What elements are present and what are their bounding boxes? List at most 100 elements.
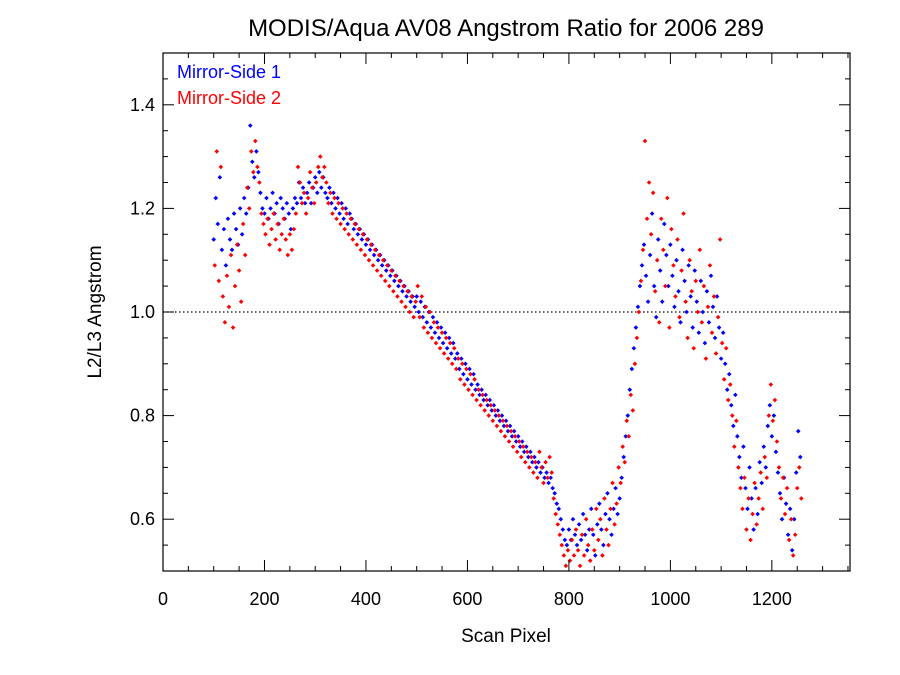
data-point xyxy=(552,491,558,496)
data-point xyxy=(447,340,453,346)
data-point xyxy=(663,283,668,289)
data-point xyxy=(665,195,670,201)
data-point xyxy=(519,439,525,444)
data-point xyxy=(211,237,217,242)
data-point xyxy=(397,278,402,284)
data-point xyxy=(565,547,571,553)
data-point xyxy=(670,273,675,279)
data-point xyxy=(409,294,414,299)
data-point xyxy=(553,511,559,517)
legend-entry-1: Mirror-Side 1 xyxy=(177,62,281,82)
x-tick-label: 400 xyxy=(351,589,381,609)
y-tick-label: 0.6 xyxy=(130,509,155,529)
data-point xyxy=(293,211,299,216)
data-point xyxy=(754,522,759,527)
data-point xyxy=(405,288,410,294)
data-point xyxy=(587,558,593,563)
data-point xyxy=(325,195,330,201)
data-point xyxy=(691,345,697,351)
data-point xyxy=(248,149,254,154)
data-point xyxy=(374,268,380,273)
data-point xyxy=(683,299,688,304)
data-point xyxy=(676,288,681,294)
data-point xyxy=(311,200,317,206)
data-point xyxy=(445,356,451,361)
data-point xyxy=(469,382,474,387)
data-point xyxy=(509,434,515,439)
data-point xyxy=(738,485,743,491)
data-point xyxy=(315,164,321,170)
data-point xyxy=(415,283,421,289)
data-point xyxy=(499,413,505,418)
data-point xyxy=(255,164,260,170)
data-point xyxy=(637,283,643,289)
data-point xyxy=(382,278,388,284)
data-point xyxy=(482,408,487,413)
data-point xyxy=(324,180,329,185)
data-point xyxy=(726,371,732,377)
data-point xyxy=(341,216,346,222)
data-point xyxy=(705,304,711,310)
data-point xyxy=(490,418,496,424)
data-point xyxy=(347,211,353,216)
data-point xyxy=(501,423,507,429)
data-point xyxy=(317,154,323,159)
data-point xyxy=(692,268,698,273)
data-point xyxy=(481,397,486,403)
y-tick-label: 1.2 xyxy=(130,198,155,218)
data-point xyxy=(701,283,707,289)
data-point xyxy=(360,232,366,237)
data-point xyxy=(351,226,357,232)
data-point xyxy=(427,309,433,315)
data-point xyxy=(743,485,748,491)
data-point xyxy=(220,294,226,299)
data-point xyxy=(489,408,495,413)
data-point xyxy=(226,304,232,310)
data-point xyxy=(279,232,285,237)
data-point xyxy=(487,397,493,403)
data-point xyxy=(396,283,401,289)
data-point xyxy=(500,418,506,424)
data-point xyxy=(527,465,532,470)
data-point xyxy=(262,211,267,216)
data-point xyxy=(485,402,491,408)
data-point xyxy=(710,304,716,310)
data-point xyxy=(780,475,786,481)
data-point xyxy=(334,216,339,222)
data-point xyxy=(778,496,784,501)
data-point xyxy=(525,449,530,455)
data-point xyxy=(437,345,443,351)
data-point xyxy=(651,283,657,289)
data-point xyxy=(638,278,644,284)
data-point xyxy=(289,247,295,253)
data-point xyxy=(689,288,694,294)
data-point xyxy=(380,257,386,263)
data-point xyxy=(243,211,249,216)
data-point xyxy=(690,325,696,330)
data-point xyxy=(506,439,512,444)
data-point xyxy=(570,516,576,522)
data-point xyxy=(225,216,231,222)
data-point xyxy=(711,294,717,299)
data-point xyxy=(425,330,431,336)
data-point xyxy=(514,449,520,455)
data-point xyxy=(791,516,797,522)
data-point xyxy=(502,434,508,439)
data-point xyxy=(761,444,767,449)
data-point xyxy=(455,356,461,361)
data-point xyxy=(603,511,608,517)
data-point xyxy=(438,325,444,330)
data-point xyxy=(595,522,600,527)
data-point xyxy=(221,226,227,232)
data-point xyxy=(576,522,582,527)
data-point xyxy=(599,527,604,532)
data-point xyxy=(654,257,660,263)
data-point xyxy=(517,444,523,449)
data-point xyxy=(619,475,624,481)
data-point xyxy=(634,335,640,341)
data-point xyxy=(538,470,543,475)
data-point xyxy=(260,206,265,211)
data-point xyxy=(518,454,524,460)
data-point xyxy=(572,532,578,538)
data-point xyxy=(606,542,611,548)
